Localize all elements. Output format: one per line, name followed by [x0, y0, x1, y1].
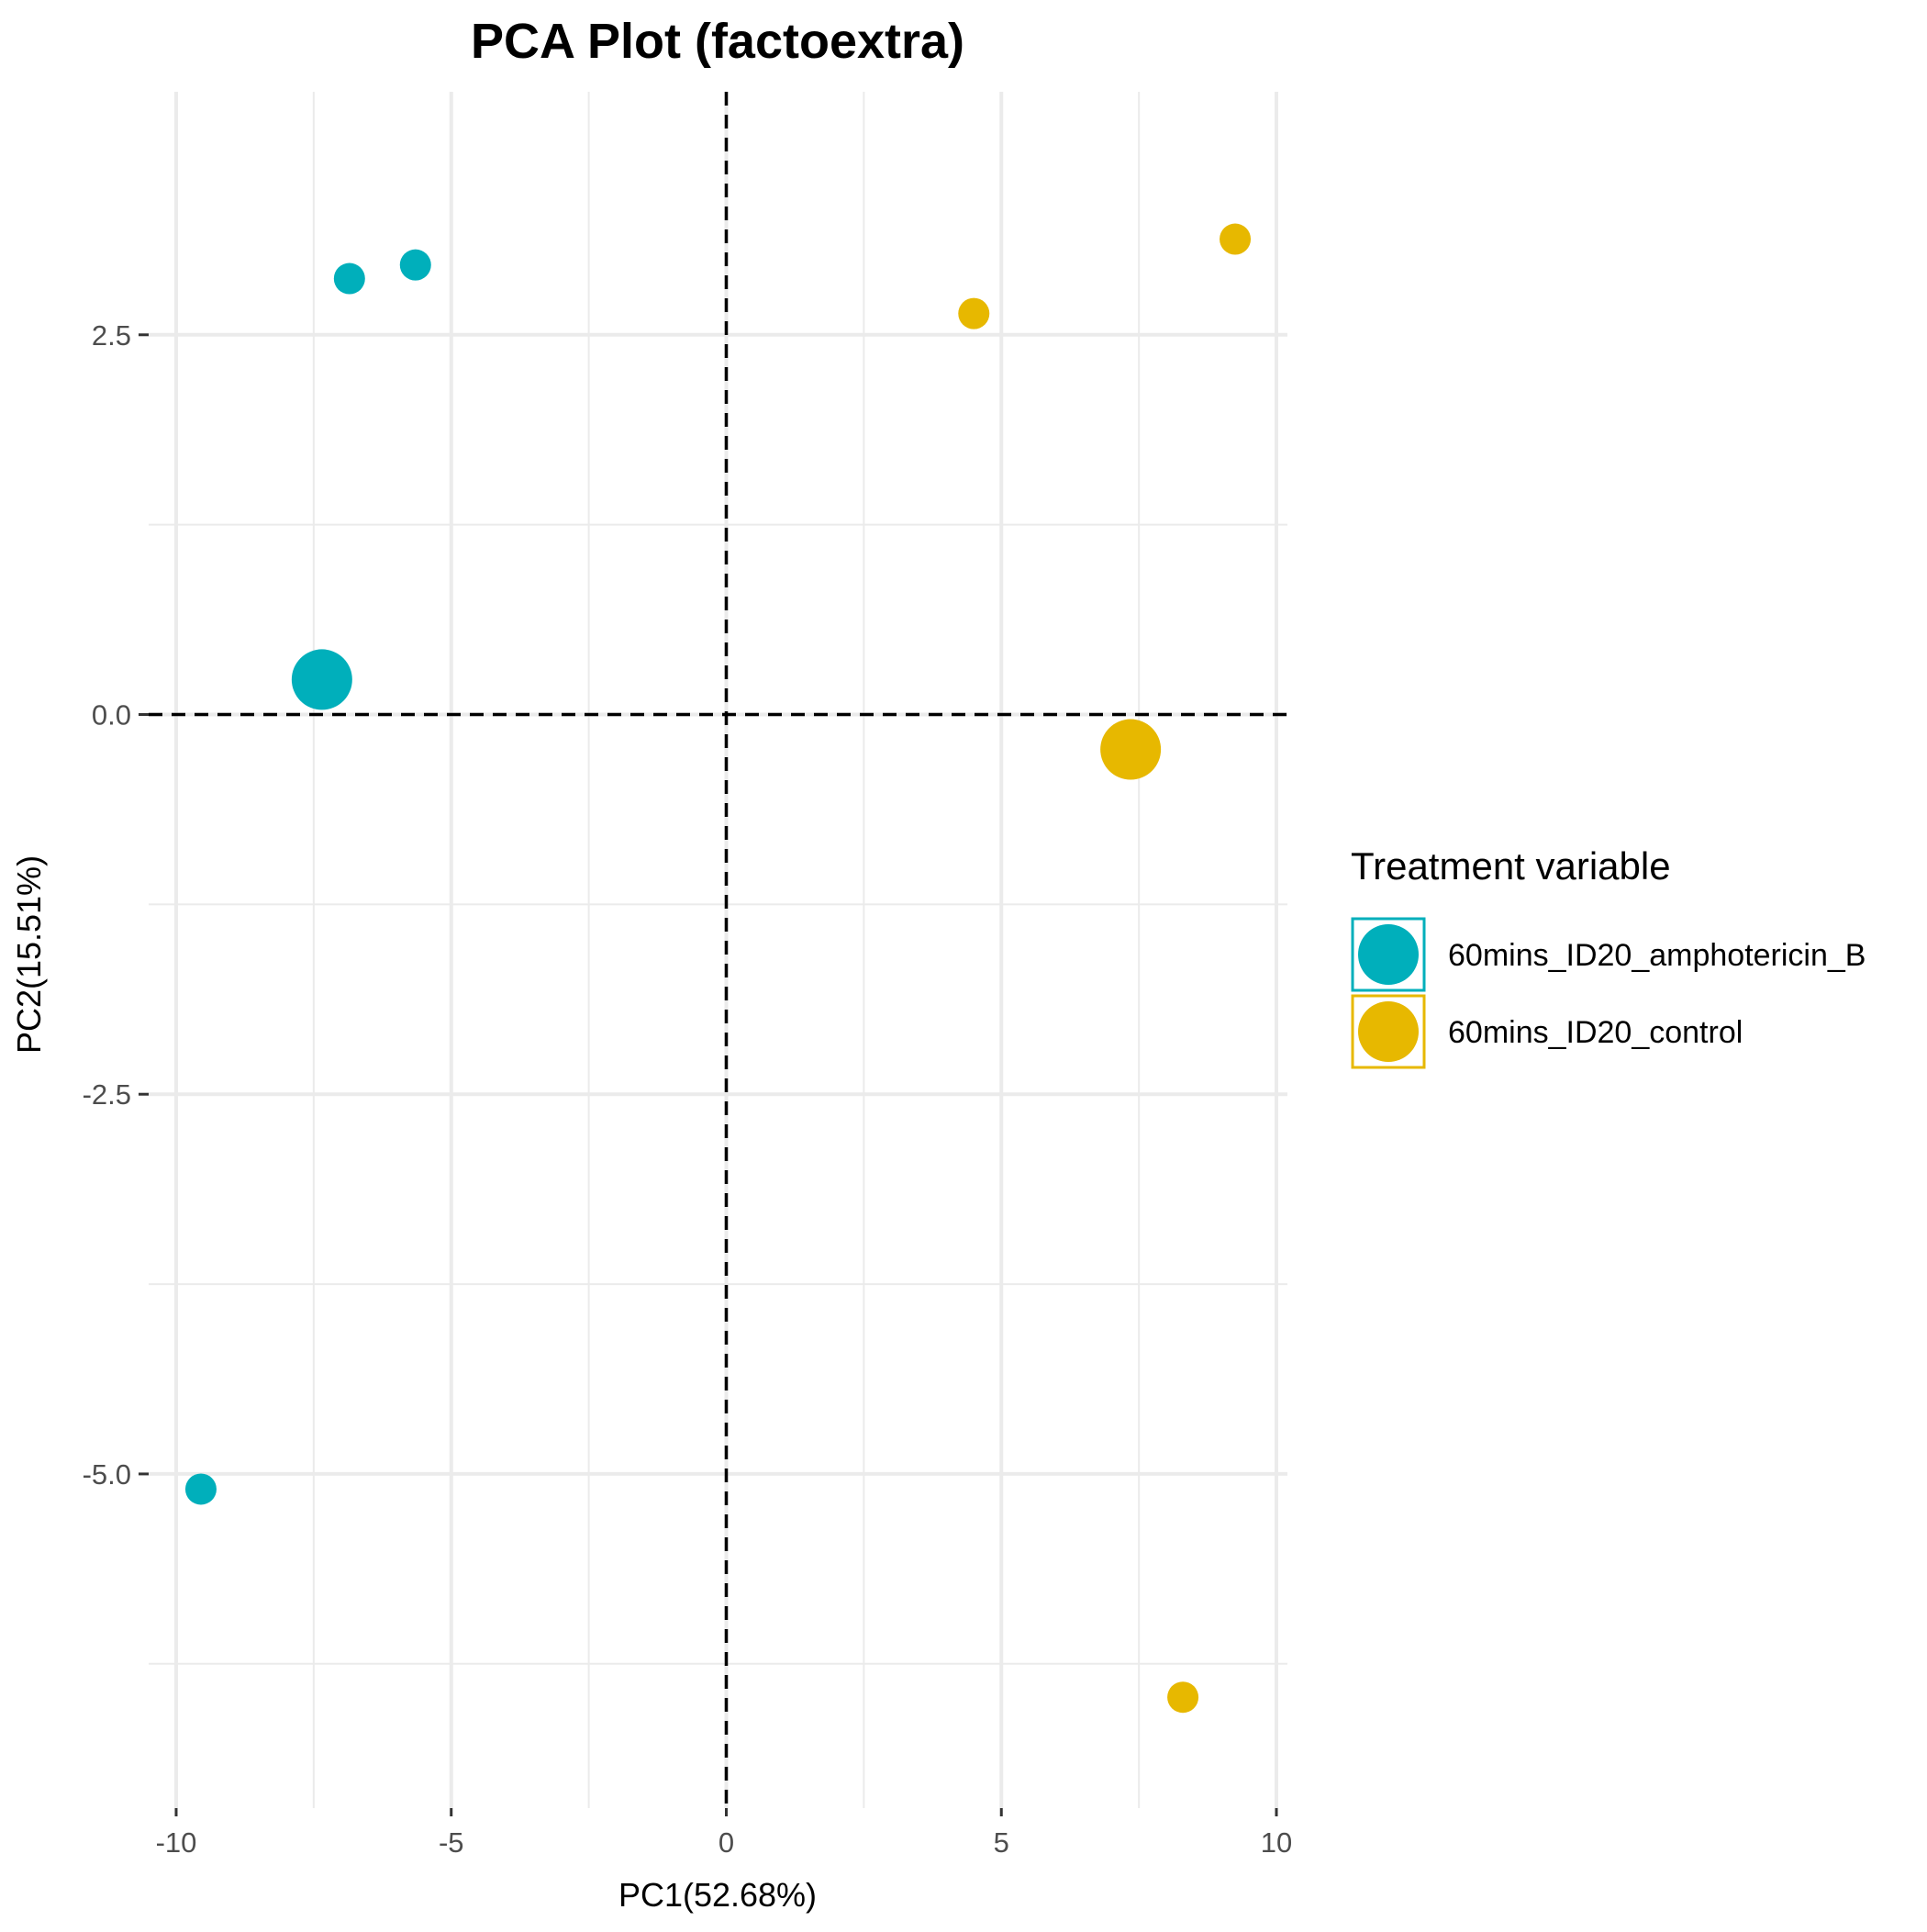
x-tick-label: 0	[718, 1826, 734, 1859]
data-point	[333, 262, 365, 295]
x-axis-label: PC1(52.68%)	[618, 1876, 817, 1914]
y-tick-label: 0.0	[92, 698, 131, 731]
data-points	[184, 223, 1252, 1714]
chart-title: PCA Plot (factoextra)	[471, 14, 964, 69]
legend-title: Treatment variable	[1351, 844, 1671, 888]
data-point	[958, 297, 990, 329]
legend-key-box	[1351, 917, 1426, 992]
x-tick-label: 10	[1261, 1826, 1292, 1859]
x-tick-label: -10	[156, 1826, 197, 1859]
data-point	[184, 1473, 217, 1505]
legend-label: 60mins_ID20_amphotericin_B	[1448, 938, 1866, 973]
legend-key-marker	[1358, 924, 1419, 985]
legend-label: 60mins_ID20_control	[1448, 1015, 1743, 1050]
data-point	[1167, 1681, 1199, 1714]
y-tick-label: -5.0	[83, 1458, 131, 1491]
reference-lines	[149, 92, 1287, 1808]
legend-items: 60mins_ID20_amphotericin_B 60mins_ID20_co…	[1351, 917, 1866, 1069]
x-tick-label: -5	[439, 1826, 464, 1859]
y-tick-label: -2.5	[83, 1078, 131, 1111]
legend-key-box	[1351, 994, 1426, 1069]
y-tick-label: 2.5	[92, 319, 131, 352]
x-tick-label: 5	[994, 1826, 1009, 1859]
data-point	[399, 249, 431, 281]
group-centroid-point	[1100, 719, 1162, 780]
legend: Treatment variable 60mins_ID20_amphoteri…	[1351, 844, 1866, 1069]
group-centroid-point	[291, 649, 352, 710]
legend-key-marker	[1358, 1001, 1419, 1062]
data-point	[1220, 223, 1252, 255]
y-axis-label: PC2(15.51%)	[10, 855, 48, 1054]
axes: -10 -5 0 5 10 2.5 0.0 -2.5 -5.0	[83, 319, 1293, 1859]
